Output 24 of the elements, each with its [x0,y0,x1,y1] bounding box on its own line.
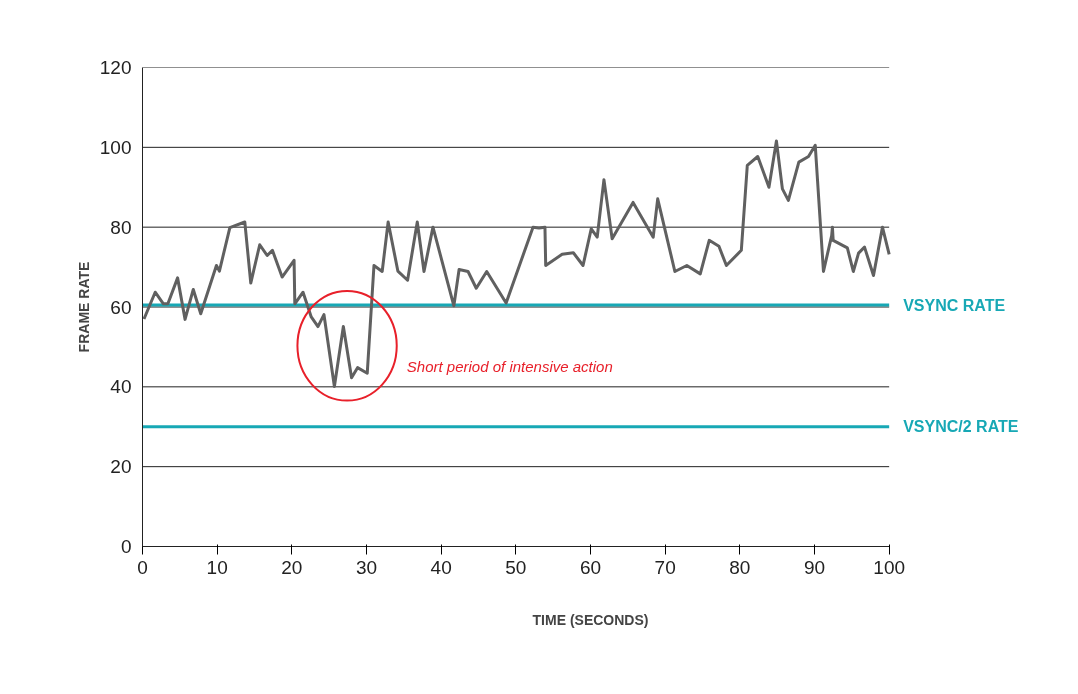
x-tick-label: 90 [803,556,826,578]
x-tick-label: 20 [281,556,303,578]
x-tick-label: 30 [355,556,378,578]
x-tick-label: 40 [430,556,452,578]
y-tick-label: 40 [110,376,132,398]
y-tick-label: 60 [110,296,132,318]
y-axis-title: FRAME RATE [75,261,92,353]
x-axis-title: TIME (SECONDS) [532,611,649,628]
annotation: Short period of intensive action [406,358,613,376]
ref-line-label: VSYNC RATE [903,296,1006,314]
ref-line-label: VSYNC/2 RATE [903,418,1019,436]
x-tick-label: 100 [873,556,906,578]
y-tick-label: 20 [110,456,132,478]
y-tick-label: 120 [99,57,132,78]
line-series [142,139,891,388]
x-tick-label: 50 [505,556,527,578]
y-tick-label: 0 [120,536,132,557]
x-tick-label: 10 [206,556,228,578]
x-tick-label: 70 [654,556,676,578]
y-tick-label: 80 [110,216,132,238]
y-tick-label: 100 [99,136,132,158]
x-tick-label: 0 [137,556,148,578]
x-tick-label: 80 [729,556,751,578]
x-tick-label: 60 [579,556,602,578]
